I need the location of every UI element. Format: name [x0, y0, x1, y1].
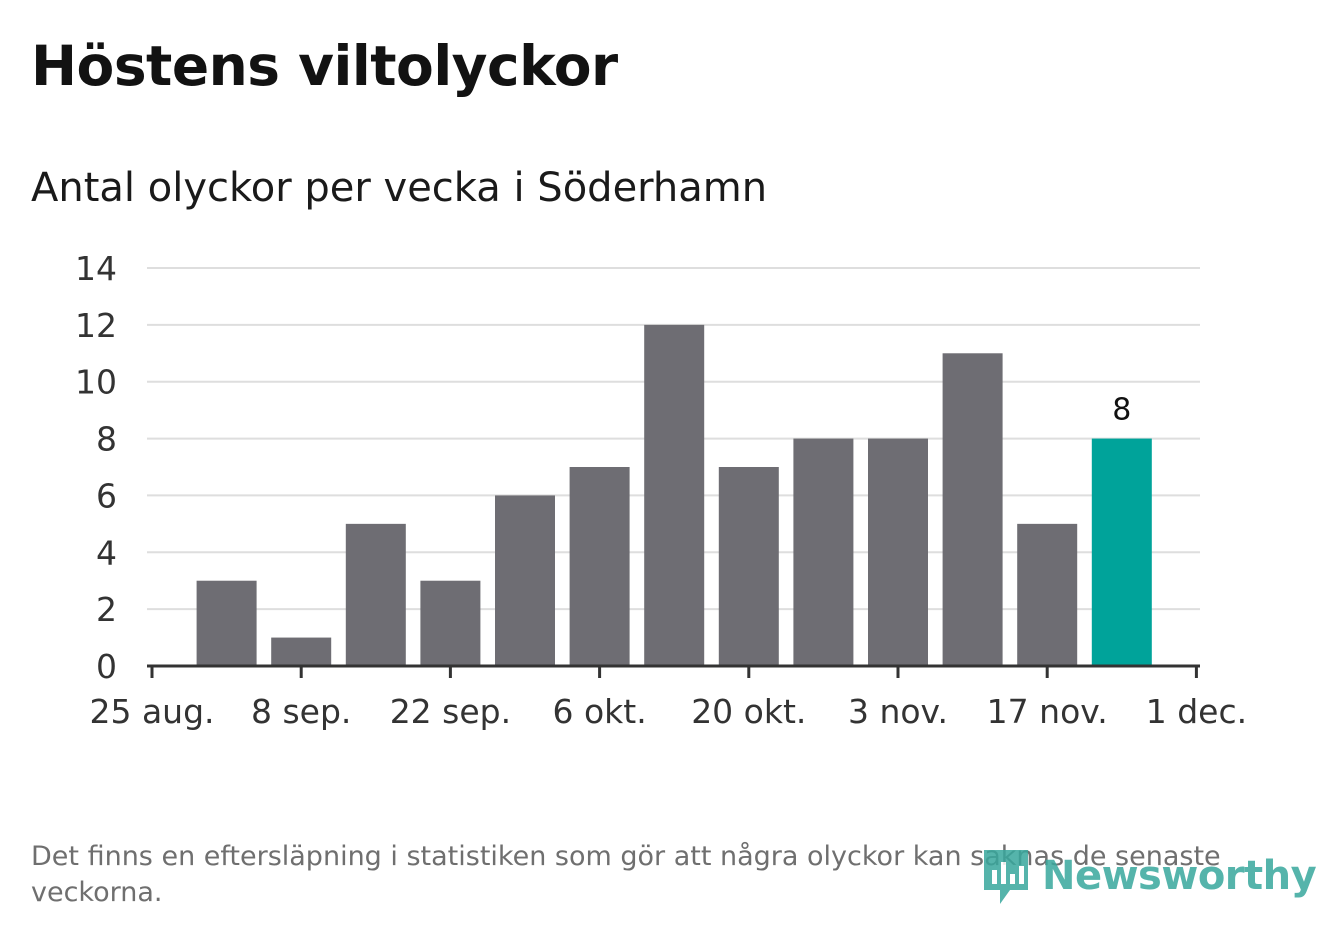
bar-chart: 0 2 4 6 8 10 12 14 8 25 aug. 8 sep. 22 sep. 6 okt. 20… — [75, 249, 1247, 731]
newsworthy-icon — [984, 850, 1028, 904]
y-tick-label: 10 — [75, 363, 117, 402]
bar — [420, 580, 481, 666]
bar — [495, 495, 555, 666]
bar-highlight — [1091, 438, 1152, 666]
brand-logo: Newsworthy — [980, 846, 1317, 906]
y-tick-label: 2 — [96, 590, 117, 629]
y-tick-label: 12 — [75, 306, 117, 345]
bar — [271, 637, 332, 666]
bar — [345, 523, 406, 666]
y-tick-label: 6 — [96, 476, 117, 515]
bar — [569, 467, 630, 666]
y-tick-label: 0 — [96, 647, 117, 686]
bar — [644, 324, 705, 666]
x-tick-label: 20 okt. — [691, 692, 806, 731]
x-tick-label: 6 okt. — [552, 692, 646, 731]
x-tick-label: 8 sep. — [251, 692, 351, 731]
chart-title: Höstens viltolyckor — [31, 34, 618, 98]
x-tick-label: 25 aug. — [89, 692, 214, 731]
bar — [793, 438, 854, 666]
y-tick-label: 8 — [96, 420, 117, 459]
brand-name: Newsworthy — [1042, 853, 1317, 899]
y-tick-label: 14 — [75, 249, 117, 288]
x-tick-label: 1 dec. — [1146, 692, 1247, 731]
x-tick-label: 22 sep. — [390, 692, 511, 731]
bar — [942, 353, 1003, 666]
chart-subtitle: Antal olyckor per vecka i Söderhamn — [31, 165, 768, 211]
x-tick-label: 3 nov. — [848, 692, 948, 731]
bar-value-label: 8 — [1112, 393, 1131, 428]
bar — [196, 580, 257, 666]
bar — [868, 438, 928, 666]
bar — [718, 467, 779, 666]
y-tick-label: 4 — [96, 533, 117, 572]
x-tick-label: 17 nov. — [987, 692, 1108, 731]
bar — [1017, 523, 1078, 666]
